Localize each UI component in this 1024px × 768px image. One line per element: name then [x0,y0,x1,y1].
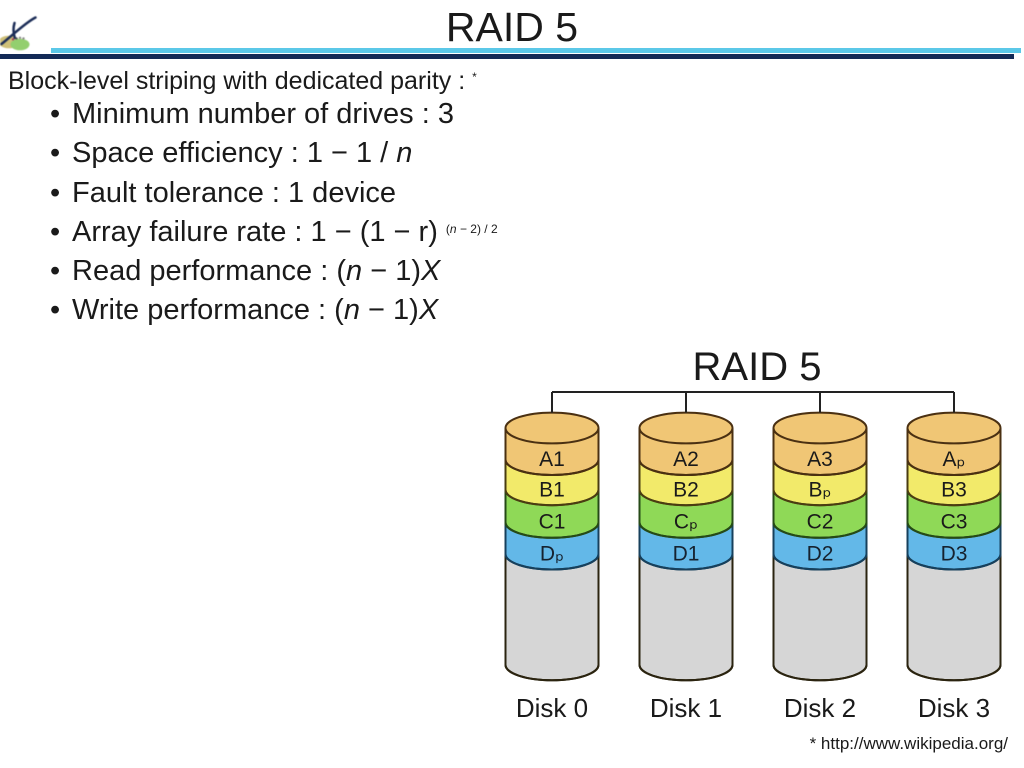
svg-text:C2: C2 [807,511,834,534]
svg-text:C3: C3 [941,511,968,534]
svg-text:B2: B2 [673,479,699,502]
svg-text:Disk 1: Disk 1 [650,693,722,723]
svg-text:C1: C1 [539,511,566,534]
svg-text:Disk 3: Disk 3 [918,693,990,723]
svg-text:D2: D2 [807,543,834,566]
svg-text:Bₚ: Bₚ [809,479,832,502]
svg-text:D3: D3 [941,543,968,566]
svg-text:Disk 2: Disk 2 [784,693,856,723]
svg-text:A2: A2 [673,448,699,471]
svg-text:B1: B1 [539,479,565,502]
svg-text:Disk 0: Disk 0 [516,693,588,723]
svg-text:Cₚ: Cₚ [674,511,698,534]
svg-text:A3: A3 [807,448,833,471]
svg-text:Dₚ: Dₚ [540,543,564,566]
svg-text:Aₚ: Aₚ [943,448,966,471]
svg-text:D1: D1 [673,543,700,566]
svg-text:A1: A1 [539,448,565,471]
svg-text:RAID 5: RAID 5 [693,345,822,389]
svg-text:B3: B3 [941,479,967,502]
